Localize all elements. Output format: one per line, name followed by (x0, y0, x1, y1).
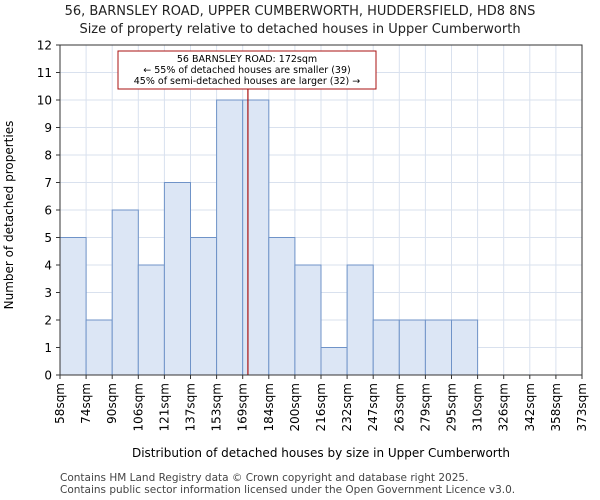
title-line-2: Size of property relative to detached ho… (79, 22, 521, 37)
footer-line-2: Contains public sector information licen… (60, 484, 516, 496)
y-tick-label: 10 (37, 94, 52, 108)
y-tick-label: 8 (44, 149, 52, 163)
y-tick-label: 3 (44, 286, 52, 300)
x-tick-label: 358sqm (549, 383, 563, 431)
x-tick-label: 310sqm (471, 383, 485, 431)
chart-title: 56, BARNSLEY ROAD, UPPER CUMBERWORTH, HU… (0, 3, 600, 39)
bar (163, 182, 191, 376)
annotation-line-1: 56 BARNSLEY ROAD: 172sqm (177, 54, 317, 65)
x-tick-label: 74sqm (79, 383, 93, 424)
y-tick-label: 1 (44, 341, 52, 355)
annotation-line-2: ← 55% of detached houses are smaller (39… (143, 65, 350, 76)
x-axis-label: Distribution of detached houses by size … (132, 446, 510, 460)
x-tick-label: 153sqm (210, 383, 224, 431)
x-tick-label: 216sqm (314, 383, 328, 431)
bar (242, 99, 270, 376)
x-tick-label: 184sqm (262, 383, 276, 431)
y-tick-label: 4 (44, 259, 52, 273)
bars (59, 99, 479, 376)
bar (268, 237, 296, 376)
x-tick-label: 121sqm (157, 383, 171, 431)
x-tick-label: 232sqm (340, 383, 354, 431)
bar (320, 347, 348, 376)
bar (216, 99, 244, 376)
bar (111, 209, 139, 376)
x-axis: 58sqm 74sqm 90sqm 106sqm 121sqm 137sqm 153sqm 1… (53, 375, 589, 431)
footer: Contains HM Land Registry data © Crown c… (60, 472, 515, 496)
title-line-1: 56, BARNSLEY ROAD, UPPER CUMBERWORTH, HU… (64, 4, 536, 19)
bar (59, 237, 87, 376)
bar (190, 237, 218, 376)
bar (85, 319, 113, 376)
y-tick-label: 9 (44, 121, 52, 135)
plot-frame (59, 44, 583, 376)
y-axis-label: Number of detached properties (2, 121, 16, 310)
bar (372, 319, 400, 376)
x-tick-label: 58sqm (53, 383, 67, 424)
x-tick-label: 200sqm (288, 383, 302, 431)
footer-line-1: Contains HM Land Registry data © Crown c… (60, 472, 469, 484)
x-tick-label: 106sqm (131, 383, 145, 431)
y-tick-label: 5 (44, 231, 52, 245)
y-tick-label: 7 (44, 176, 52, 190)
x-tick-label: 247sqm (366, 383, 380, 431)
x-tick-label: 373sqm (575, 383, 589, 431)
bar (451, 319, 479, 376)
annotation-line-3: 45% of semi-detached houses are larger (… (134, 76, 361, 87)
y-tick-label: 2 (44, 314, 52, 328)
x-tick-label: 137sqm (184, 383, 198, 431)
x-tick-label: 279sqm (418, 383, 432, 431)
x-tick-label: 326sqm (497, 383, 511, 431)
bar (398, 319, 426, 376)
x-tick-label: 263sqm (392, 383, 406, 431)
y-tick-label: 11 (37, 66, 52, 80)
y-tick-label: 0 (44, 369, 52, 383)
x-tick-label: 295sqm (445, 383, 459, 431)
x-tick-label: 342sqm (523, 383, 537, 431)
bar (346, 264, 374, 376)
annotation-box: 56 BARNSLEY ROAD: 172sqm ← 55% of detach… (117, 50, 377, 90)
y-tick-label: 12 (37, 39, 52, 53)
bar (294, 264, 322, 376)
x-tick-label: 90sqm (105, 383, 119, 424)
x-tick-label: 169sqm (236, 383, 250, 431)
y-tick-label: 6 (44, 204, 52, 218)
bar (424, 319, 452, 376)
bar (137, 264, 165, 376)
